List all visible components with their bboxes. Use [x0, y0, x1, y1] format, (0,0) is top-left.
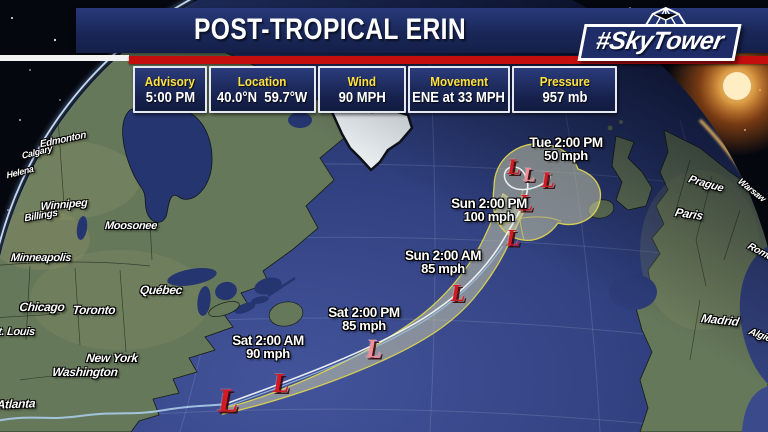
storm-position-marker: L: [366, 334, 382, 364]
forecast-point-label: Tue 2:00 PM 50 mph: [496, 136, 636, 162]
city-label: St. Louis: [0, 326, 36, 338]
forecast-intensity: 100 mph: [463, 209, 515, 224]
city-label: Minneapolis: [10, 252, 72, 264]
city-label: Toronto: [71, 303, 117, 317]
storm-position-marker: L: [518, 190, 534, 216]
info-cell-location: Location 40.0°N 59.7°W: [209, 66, 316, 113]
storm-position-marker: L: [507, 153, 521, 179]
forecast-time: Sun 2:00 PM: [451, 196, 527, 211]
storm-position-marker: L: [505, 225, 521, 251]
info-value: 957 mb: [541, 89, 587, 106]
city-label: Atlanta: [0, 396, 36, 412]
city-label: New York: [85, 351, 139, 365]
info-label: Advisory: [144, 73, 196, 89]
forecast-time: Sun 2:00 AM: [404, 248, 482, 263]
forecast-intensity: 85 mph: [342, 318, 386, 333]
forecast-point-label: Sun 2:00 PM 100 mph: [419, 197, 559, 223]
city-label: Chicago: [18, 300, 66, 314]
forecast-point-label: Sun 2:00 AM 85 mph: [373, 249, 513, 275]
info-cell-pressure: Pressure 957 mb: [512, 66, 617, 113]
header-underline-red: [129, 56, 768, 64]
forecast-intensity: 85 mph: [421, 261, 465, 276]
forecast-track: [0, 143, 602, 422]
city-label: Québec: [139, 283, 183, 297]
storm-position-marker: L: [272, 368, 290, 399]
forecast-time: Sat 2:00 AM: [232, 333, 304, 348]
info-value: 90 MPH: [338, 89, 386, 106]
skytower-logo: #SkyTower: [577, 7, 742, 61]
info-label: Location: [238, 73, 287, 89]
info-cell-advisory: Advisory 5:00 PM: [133, 66, 207, 113]
info-value: 5:00 PM: [145, 89, 195, 106]
storm-position-marker: L: [522, 164, 536, 186]
storm-position-marker: L: [217, 382, 239, 420]
forecast-intensity: 90 mph: [246, 346, 290, 361]
logo-text: #SkyTower: [593, 27, 727, 55]
info-label: Movement: [430, 73, 488, 89]
storm-position-marker: L: [450, 280, 466, 307]
forecast-point-label: Sat 2:00 AM 90 mph: [198, 334, 338, 360]
info-label: Pressure: [539, 73, 590, 89]
logo-box: #SkyTower: [577, 24, 742, 61]
info-cell-movement: Movement ENE at 33 MPH: [408, 66, 510, 113]
city-label: Washington: [51, 365, 119, 379]
info-value: ENE at 33 MPH: [412, 89, 506, 106]
advisory-info-bar: Advisory 5:00 PM Location 40.0°N 59.7°W …: [133, 66, 617, 113]
forecast-time: Tue 2:00 PM: [529, 135, 603, 150]
city-label: Moosonee: [104, 220, 158, 232]
info-cell-wind: Wind 90 MPH: [318, 66, 406, 113]
storm-position-marker: L: [541, 166, 555, 192]
forecast-intensity: 50 mph: [544, 148, 588, 163]
info-label: Wind: [347, 73, 377, 89]
forecast-time: Sat 2:00 PM: [328, 305, 400, 320]
page-title: POST-TROPICAL ERIN: [193, 13, 467, 46]
info-value: 40.0°N 59.7°W: [217, 89, 308, 106]
forecast-point-label: Sat 2:00 PM 85 mph: [294, 306, 434, 332]
header-underline-white: [0, 55, 129, 61]
